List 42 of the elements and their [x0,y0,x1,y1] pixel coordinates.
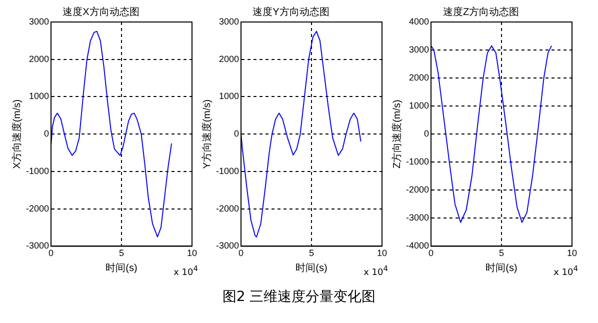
y-tick-label: -2000 [26,203,50,214]
y-tick-label: 0 [44,128,50,139]
x-tick-label: 5 [119,248,124,258]
text: x 10$^{4}$ [364,264,388,278]
y-axis-title: Y方向速度(m/s) [200,99,213,169]
y-tick-label: -2000 [216,203,240,214]
y-tick-label: -2000 [406,184,430,195]
text: x 10$^{4}$ [174,264,198,278]
x-axis-title: 时间(s) [106,262,138,274]
y-tick-label: -1000 [216,166,240,176]
y-tick-label: 3000 [408,44,430,55]
chart-title: 速度Y方向动态图 [252,6,330,18]
x-axis-title: 时间(s) [296,262,328,274]
y-tick-label: 1000 [408,100,430,111]
y-axis-title: Z方向速度(m/s) [390,100,403,169]
y-tick-label: -1000 [406,156,430,167]
y-tick-label: -3000 [406,212,430,223]
chart-title: 速度X方向动态图 [62,6,140,18]
y-tick-label: 1000 [218,91,240,102]
x-tick-label: 10 [376,248,388,258]
x-axis-title: 时间(s) [486,262,518,274]
y-axis-title: X方向速度(m/s) [10,99,23,169]
caption: 图2 三维速度分量变化图 [221,288,377,306]
y-tick-label: -4000 [406,240,430,251]
y-tick-label: 0 [424,128,430,139]
x-tick-label: 5 [309,248,314,258]
x-tick-label: 5 [499,248,504,258]
y-tick-label: 3000 [28,16,50,26]
y-tick-label: 3000 [218,16,240,26]
y-tick-label: -3000 [26,240,50,251]
x-tick-label: 10 [186,248,198,258]
y-tick-label: 2000 [218,54,240,64]
y-tick-label: 1000 [28,91,50,102]
y-tick-label: 2000 [28,54,50,64]
x-tick-label: 10 [566,248,578,258]
y-tick-label: -3000 [216,240,240,251]
y-tick-label: 2000 [408,72,430,83]
y-tick-label: 4000 [408,16,430,26]
y-tick-label: -1000 [26,166,50,176]
chart-title: 速度Z方向动态图 [442,6,520,18]
text: x 10$^{4}$ [554,264,578,278]
y-tick-label: 0 [234,128,240,139]
